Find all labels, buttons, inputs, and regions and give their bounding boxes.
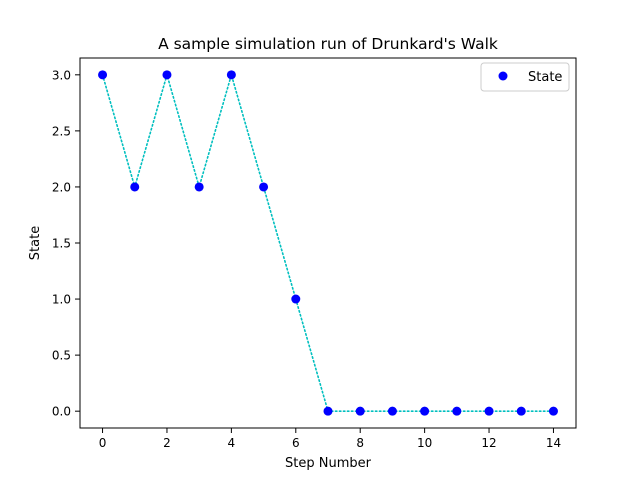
x-tick-label: 4 <box>228 436 236 450</box>
x-tick-label: 2 <box>163 436 171 450</box>
data-point <box>484 406 494 416</box>
data-point <box>98 70 108 80</box>
legend: State <box>480 62 570 92</box>
data-point <box>548 406 558 416</box>
data-point <box>259 182 269 192</box>
data-point <box>452 406 462 416</box>
plot-area <box>98 70 558 416</box>
y-tick-label: 2.5 <box>52 124 71 138</box>
axis-ticks: 0 2 4 6 8 10 12 14 0.0 0.5 1.0 1.5 2.0 2.5 3.0 <box>52 68 561 450</box>
data-point <box>323 406 333 416</box>
y-tick-label: 2.0 <box>52 180 71 194</box>
x-tick-label: 12 <box>481 436 496 450</box>
chart-title: A sample simulation run of Drunkard's Wa… <box>158 35 498 53</box>
y-tick-label: 0.0 <box>52 405 71 419</box>
data-point <box>516 406 526 416</box>
x-tick-label: 8 <box>356 436 364 450</box>
y-axis-label: State <box>28 226 43 260</box>
data-point <box>355 406 365 416</box>
x-tick-label: 10 <box>417 436 432 450</box>
y-tick-label: 1.0 <box>52 293 71 307</box>
x-axis-label: Step Number <box>285 456 372 471</box>
legend-marker <box>498 71 508 81</box>
data-point <box>162 70 172 80</box>
y-tick-label: 3.0 <box>52 68 71 82</box>
y-tick-label: 0.5 <box>52 349 71 363</box>
data-point <box>291 294 301 304</box>
data-point <box>420 406 430 416</box>
x-tick-label: 14 <box>546 436 561 450</box>
data-point <box>130 182 140 192</box>
data-point <box>194 182 204 192</box>
x-tick-label: 6 <box>292 436 300 450</box>
y-tick-label: 1.5 <box>52 237 71 251</box>
legend-label: State <box>528 70 562 85</box>
x-tick-label: 0 <box>99 436 107 450</box>
data-point <box>226 70 236 80</box>
data-point <box>387 406 397 416</box>
legend-box <box>480 62 570 92</box>
